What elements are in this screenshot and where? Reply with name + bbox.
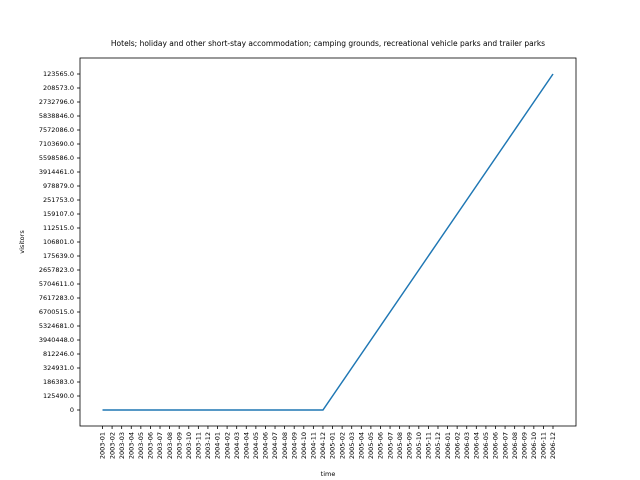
x-tick-label: 2006-08 <box>511 432 519 459</box>
y-tick-label: 0 <box>70 406 74 414</box>
x-tick-label: 2005-09 <box>405 432 413 459</box>
x-tick-label: 2004-06 <box>262 432 270 459</box>
x-tick-label: 2006-02 <box>453 432 461 459</box>
x-tick-label: 2003-02 <box>108 432 116 459</box>
y-tick-label: 7572086.0 <box>39 126 74 134</box>
x-tick-label: 2004-04 <box>242 432 250 459</box>
y-tick-label: 112515.0 <box>43 224 74 232</box>
x-tick-label: 2003-12 <box>204 432 212 459</box>
x-tick-label: 2005-05 <box>367 432 375 459</box>
x-axis-label: time <box>321 470 336 478</box>
x-tick-label: 2004-10 <box>300 432 308 459</box>
data-line <box>102 73 554 411</box>
x-tick-label: 2006-03 <box>463 432 471 459</box>
x-tick-label: 2004-08 <box>281 432 289 459</box>
x-tick-label: 2006-04 <box>473 432 481 459</box>
x-tick-label: 2003-01 <box>99 432 107 459</box>
x-tick-label: 2004-09 <box>290 432 298 459</box>
x-tick-label: 2004-03 <box>233 432 241 459</box>
y-tick-label: 6700515.0 <box>39 308 74 316</box>
x-tick-label: 2005-08 <box>396 432 404 459</box>
x-tick-label: 2004-12 <box>319 432 327 459</box>
x-tick-label: 2005-11 <box>425 432 433 459</box>
x-tick-label: 2006-01 <box>444 432 452 459</box>
x-tick-label: 2006-05 <box>482 432 490 459</box>
x-tick-label: 2005-04 <box>357 432 365 459</box>
axes-frame <box>79 57 577 427</box>
x-tick-label: 2006-10 <box>530 432 538 459</box>
y-tick-label: 186383.0 <box>43 378 74 386</box>
y-tick-label: 3940448.0 <box>39 336 74 344</box>
x-tick-label: 2005-06 <box>377 432 385 459</box>
y-tick-label: 159107.0 <box>43 210 74 218</box>
y-tick-label: 2657823.0 <box>39 266 74 274</box>
y-tick-label: 324931.0 <box>43 364 74 372</box>
y-tick-label: 123565.0 <box>43 70 74 78</box>
x-tick-label: 2003-05 <box>137 432 145 459</box>
x-tick-label: 2004-11 <box>310 432 318 459</box>
y-tick-label: 106801.0 <box>43 238 74 246</box>
x-tick-label: 2003-10 <box>185 432 193 459</box>
y-tick-label: 251753.0 <box>43 196 74 204</box>
y-tick-label: 175639.0 <box>43 252 74 260</box>
x-tick-label: 2006-07 <box>501 432 509 459</box>
x-tick-label: 2006-12 <box>549 432 557 459</box>
x-tick-label: 2004-01 <box>214 432 222 459</box>
x-tick-label: 2004-05 <box>252 432 260 459</box>
x-tick-label: 2006-11 <box>540 432 548 459</box>
x-tick-label: 2003-03 <box>118 432 126 459</box>
x-tick-label: 2005-01 <box>329 432 337 459</box>
y-tick-label: 7617283.0 <box>39 294 74 302</box>
x-tick-label: 2003-04 <box>127 432 135 459</box>
x-tick-label: 2005-02 <box>338 432 346 459</box>
y-tick-label: 7103690.0 <box>39 140 74 148</box>
x-tick-label: 2005-07 <box>386 432 394 459</box>
x-tick-label: 2005-12 <box>434 432 442 459</box>
x-tick-label: 2006-09 <box>520 432 528 459</box>
x-tick-label: 2003-08 <box>166 432 174 459</box>
x-tick-label: 2004-07 <box>271 432 279 459</box>
x-tick-label: 2005-03 <box>348 432 356 459</box>
y-tick-label: 125490.0 <box>43 392 74 400</box>
x-tick-label: 2003-06 <box>147 432 155 459</box>
y-tick-label: 2732796.0 <box>39 98 74 106</box>
x-tick-label: 2005-10 <box>415 432 423 459</box>
y-tick-label: 3914461.0 <box>39 168 74 176</box>
y-tick-label: 5838846.0 <box>39 112 74 120</box>
y-tick-label: 5324681.0 <box>39 322 74 330</box>
y-tick-label: 812246.0 <box>43 350 74 358</box>
x-tick-label: 2003-11 <box>195 432 203 459</box>
x-tick-label: 2006-06 <box>492 432 500 459</box>
x-tick-label: 2003-09 <box>175 432 183 459</box>
x-tick-label: 2003-07 <box>156 432 164 459</box>
y-tick-label: 978879.0 <box>43 182 74 190</box>
x-tick-label: 2004-02 <box>223 432 231 459</box>
chart-title: Hotels; holiday and other short-stay acc… <box>111 39 545 48</box>
y-tick-label: 208573.0 <box>43 84 74 92</box>
y-tick-label: 5704611.0 <box>39 280 74 288</box>
y-axis-label: visitors <box>18 230 26 254</box>
y-tick-label: 5598586.0 <box>39 154 74 162</box>
